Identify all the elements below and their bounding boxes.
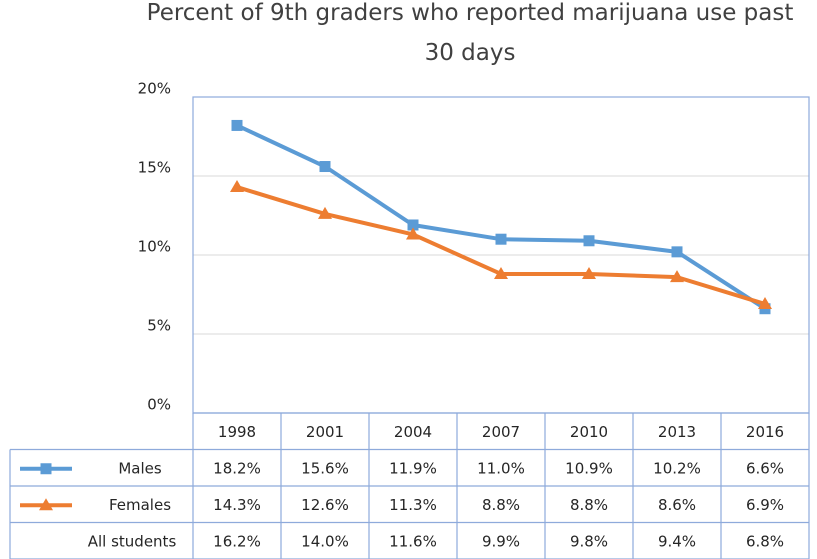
legend-label: Females <box>109 496 171 514</box>
y-tick-label: 15% <box>138 159 171 177</box>
table-value: 6.6% <box>746 459 784 477</box>
marker <box>758 296 772 309</box>
table-value: 18.2% <box>213 459 261 477</box>
marker <box>494 266 508 279</box>
table-value: 11.0% <box>477 459 525 477</box>
x-tick-label: 2016 <box>746 423 784 441</box>
x-tick-label: 1998 <box>218 423 256 441</box>
table-value: 15.6% <box>301 459 349 477</box>
table-value: 8.8% <box>482 496 520 514</box>
x-tick-label: 2007 <box>482 423 520 441</box>
marker <box>39 498 53 511</box>
y-tick-label: 5% <box>147 317 171 335</box>
marker <box>318 206 332 219</box>
table-value: 10.2% <box>653 459 701 477</box>
table-value: 9.9% <box>482 532 520 550</box>
marker <box>406 227 420 240</box>
table-value: 11.9% <box>389 459 437 477</box>
table-value: 11.3% <box>389 496 437 514</box>
legend-label: Males <box>118 459 162 477</box>
marker <box>582 266 596 279</box>
marker <box>230 180 244 193</box>
x-tick-label: 2010 <box>570 423 608 441</box>
marker <box>671 246 683 258</box>
table-value: 9.8% <box>570 532 608 550</box>
table-value: 10.9% <box>565 459 613 477</box>
table-value: 6.8% <box>746 532 784 550</box>
chart-title: Percent of 9th graders who reported mari… <box>146 0 794 66</box>
x-tick-label: 2001 <box>306 423 344 441</box>
marker <box>407 219 419 231</box>
y-tick-label: 20% <box>138 80 171 98</box>
marker <box>495 233 507 245</box>
table-value: 6.9% <box>746 496 784 514</box>
marker <box>670 270 684 283</box>
marker <box>40 463 52 475</box>
x-tick-label: 2013 <box>658 423 696 441</box>
y-tick-label: 10% <box>138 238 171 256</box>
table-value: 9.4% <box>658 532 696 550</box>
table-value: 8.6% <box>658 496 696 514</box>
legend-label: All students <box>88 532 177 550</box>
table-value: 8.8% <box>570 496 608 514</box>
table-value: 16.2% <box>213 532 261 550</box>
marker <box>319 161 331 173</box>
y-tick-label: 0% <box>147 396 171 414</box>
series-line <box>236 185 766 306</box>
table-value: 12.6% <box>301 496 349 514</box>
x-tick-label: 2004 <box>394 423 432 441</box>
table-value: 14.3% <box>213 496 261 514</box>
marker <box>583 235 595 247</box>
marker <box>231 119 243 131</box>
table-value: 11.6% <box>389 532 437 550</box>
table-value: 14.0% <box>301 532 349 550</box>
